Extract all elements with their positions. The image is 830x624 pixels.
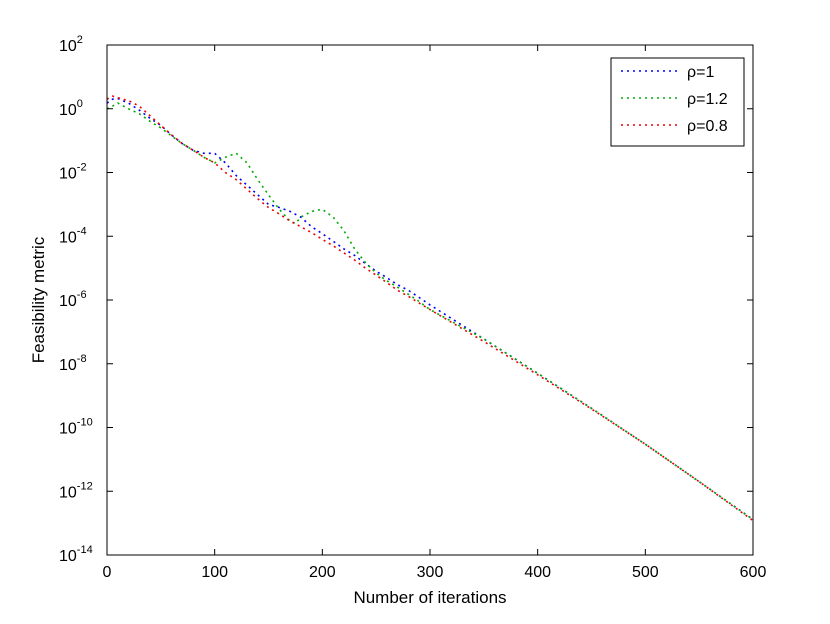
legend-label-2: ρ=1.2 [687, 91, 728, 108]
x-tick-label: 200 [309, 564, 336, 581]
y-tick-label: 10-6 [59, 289, 87, 310]
x-axis-label: Number of iterations [353, 588, 506, 607]
x-tick-label: 300 [417, 564, 444, 581]
x-tick-label: 500 [632, 564, 659, 581]
y-tick-label: 10-12 [59, 480, 93, 501]
y-tick-label: 100 [59, 98, 83, 119]
y-tick-label: 10-14 [59, 544, 93, 565]
series-line-2 [106, 102, 754, 521]
y-tick-label: 102 [59, 34, 83, 55]
series-line-1 [106, 97, 754, 521]
y-axis-label: Feasibility metric [29, 236, 48, 363]
x-tick-label: 600 [740, 564, 767, 581]
x-tick-label: 0 [103, 564, 112, 581]
series-line-3 [106, 95, 754, 522]
x-tick-label: 400 [524, 564, 551, 581]
series-layer [106, 95, 754, 522]
legend-entries: ρ=1 ρ=1.2 ρ=0.8 [621, 64, 728, 135]
legend: ρ=1 ρ=1.2 ρ=0.8 [610, 57, 745, 147]
legend-box [610, 57, 745, 147]
ticks-layer: 0 100 200 300 400 500 600 102 100 10-2 10-4 10-6 10-… [59, 34, 766, 581]
y-tick-label: 10-4 [59, 225, 87, 246]
x-tick-label: 100 [201, 564, 228, 581]
y-tick-label: 10-10 [59, 417, 93, 438]
legend-label-3: ρ=0.8 [687, 118, 728, 135]
legend-label-1: ρ=1 [687, 64, 714, 81]
y-tick-label: 10-8 [59, 353, 87, 374]
y-tick-label: 10-2 [59, 162, 87, 183]
